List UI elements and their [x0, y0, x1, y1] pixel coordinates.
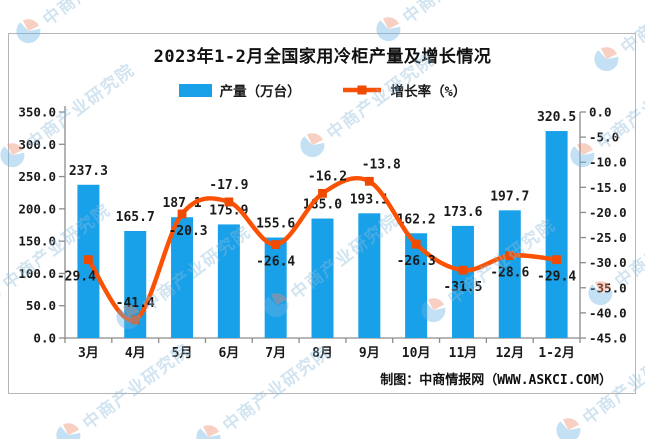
bar-value-label: 173.6: [443, 205, 482, 220]
chart-title: 2023年1-2月全国家用冷柜产量及增长情况: [153, 47, 492, 67]
line-point-marker: [318, 188, 327, 198]
bar-value-label: 197.7: [490, 189, 529, 204]
x-axis-category-label: 4月: [125, 346, 146, 361]
line-marker-icon: [342, 85, 381, 95]
growth-value-label: -26.4: [256, 255, 295, 270]
left-axis-tick-label: 50.0: [26, 298, 56, 313]
chart-legend: 产量（万台） 增长率（%）: [0, 80, 645, 100]
growth-value-label: -29.4: [57, 270, 96, 285]
x-axis-category-label: 8月: [312, 346, 333, 361]
x-axis-category-label: 11月: [449, 346, 478, 361]
right-axis-tick-label: -45.0: [589, 331, 627, 346]
line-point-marker: [505, 251, 515, 261]
right-axis-tick-label: -25.0: [589, 230, 627, 245]
bar: [171, 217, 194, 338]
bar-value-label: 165.7: [116, 210, 155, 225]
bar-value-label: 162.2: [397, 212, 436, 227]
x-axis-category-label: 5月: [172, 346, 193, 361]
line-point-marker: [364, 176, 374, 186]
line-point-marker: [458, 265, 468, 275]
right-axis-tick-label: -40.0: [589, 305, 627, 320]
bar: [498, 210, 521, 338]
line-point-marker: [177, 209, 187, 219]
growth-value-label: -20.3: [168, 224, 207, 239]
left-axis-tick-label: 250.0: [18, 169, 56, 184]
bar-value-label: 193.1: [350, 192, 389, 207]
right-axis-tick-label: -15.0: [589, 180, 627, 195]
left-axis-tick-label: 150.0: [18, 234, 56, 249]
bar-swatch-icon: [178, 83, 212, 97]
right-axis-tick-label: 0.0: [589, 105, 612, 120]
growth-value-label: -16.2: [308, 169, 347, 184]
x-axis-category-label: 9月: [359, 346, 380, 361]
line-point-marker: [224, 197, 234, 207]
growth-value-label: -41.4: [116, 296, 155, 311]
legend-item-growth: 增长率（%）: [341, 80, 467, 100]
bar: [405, 233, 428, 338]
bar-value-label: 320.5: [537, 110, 576, 125]
x-axis-category-label: 1-2月: [538, 346, 574, 361]
line-point-marker: [271, 240, 281, 249]
right-axis-tick-label: -30.0: [589, 255, 627, 270]
bar-value-label: 155.6: [256, 217, 295, 232]
bar: [451, 225, 474, 338]
line-point-marker: [130, 315, 140, 325]
left-axis-tick-label: 100.0: [18, 266, 56, 281]
growth-value-label: -26.3: [397, 254, 436, 269]
line-point-marker: [84, 255, 93, 265]
right-axis-tick-label: -5.0: [589, 130, 619, 145]
growth-value-label: -28.6: [490, 266, 529, 281]
line-point-marker: [411, 239, 421, 249]
growth-value-label: -29.4: [537, 270, 576, 285]
legend-item-production: 产量（万台）: [178, 80, 301, 100]
legend-growth-label: 增长率（%）: [390, 84, 467, 100]
left-axis-tick-label: 200.0: [18, 201, 56, 216]
bar: [217, 224, 240, 338]
right-axis-tick-label: -35.0: [589, 280, 627, 295]
left-axis-tick-label: 350.0: [18, 105, 56, 120]
bar: [264, 237, 287, 338]
growth-value-label: -31.5: [443, 280, 482, 295]
x-axis-category-label: 10月: [402, 346, 431, 361]
growth-value-label: -13.8: [362, 157, 401, 172]
line-point-marker: [552, 255, 561, 265]
bar-value-label: 187.1: [162, 196, 201, 211]
x-axis-category-label: 6月: [218, 346, 239, 361]
bar: [358, 213, 381, 338]
bar: [311, 218, 334, 338]
x-axis-category-label: 12月: [495, 346, 524, 361]
source-credit: 制图：中商情报网（WWW.ASKCI.COM）: [380, 373, 612, 388]
right-axis-tick-label: -10.0: [589, 155, 627, 170]
chart-frame-border: [8, 33, 636, 394]
growth-value-label: -17.9: [209, 178, 248, 193]
legend-production-label: 产量（万台）: [219, 84, 301, 100]
bar: [545, 131, 568, 338]
left-axis-tick-label: 0.0: [33, 331, 56, 346]
x-axis-category-label: 7月: [265, 346, 286, 361]
bar-value-label: 237.3: [69, 164, 108, 179]
x-axis-category-label: 3月: [78, 346, 99, 361]
right-axis-tick-label: -20.0: [589, 205, 627, 220]
left-axis-tick-label: 300.0: [18, 137, 56, 152]
